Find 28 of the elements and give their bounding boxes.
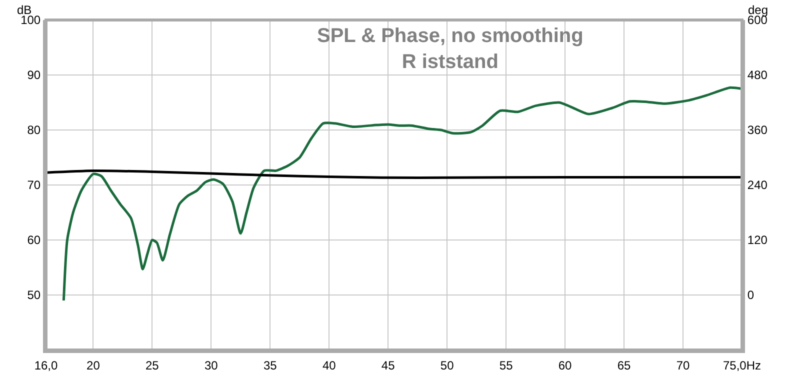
x-tick-label: 65	[617, 358, 632, 372]
x-tick-label: 75,0Hz	[722, 358, 762, 372]
x-tick-label: 25	[145, 358, 160, 372]
x-tick-label: 70	[676, 358, 690, 372]
y-tick-label: 70	[27, 178, 41, 192]
x-tick-label: 60	[558, 358, 572, 372]
x-tick-label: 45	[381, 358, 396, 372]
text: R iststand	[402, 51, 499, 73]
y2-tick-label: 120	[747, 233, 768, 248]
y-tick-label: 90	[27, 68, 41, 82]
x-tick-label: 55	[499, 358, 514, 372]
y2-axis-title: deg	[748, 3, 768, 17]
x-tick-label: 40	[322, 358, 336, 372]
y2-tick-label: 0	[747, 288, 754, 302]
y2-tick-label: 240	[747, 178, 768, 192]
y-tick-label: 80	[27, 123, 41, 138]
x-tick-label: 35	[263, 358, 278, 372]
line-series	[62, 86, 742, 302]
line-series	[46, 170, 742, 179]
y-tick-label: 60	[27, 233, 41, 248]
x-tick-label: 30	[204, 358, 218, 372]
x-tick-label: 16,0	[34, 358, 58, 372]
chart-title: SPL & Phase, no smoothing	[317, 25, 584, 47]
y2-tick-label: 480	[747, 68, 768, 82]
x-tick-label: 20	[86, 358, 100, 372]
y-tick-label: 50	[27, 288, 41, 302]
y2-tick-label: 360	[747, 123, 768, 138]
x-tick-label: 50	[440, 358, 454, 372]
